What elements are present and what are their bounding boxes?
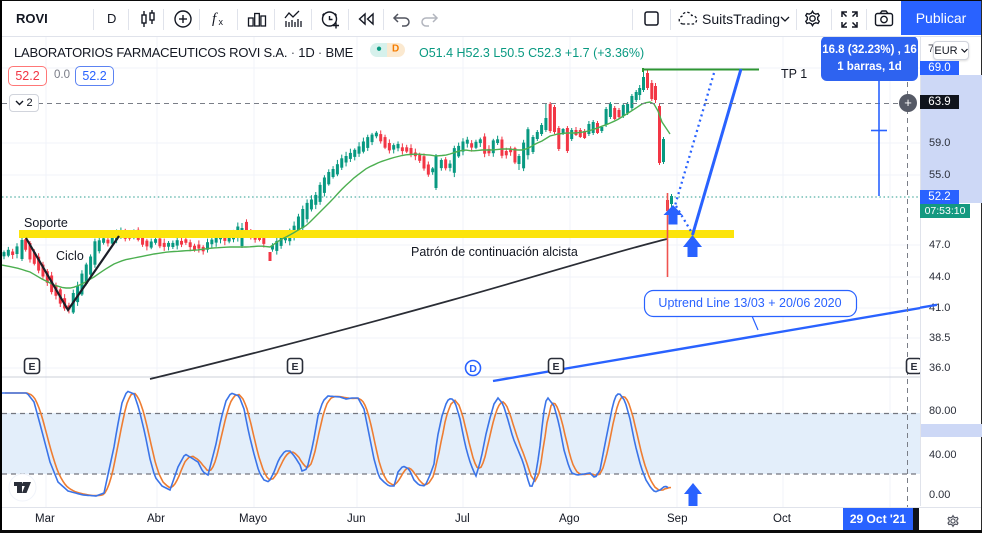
svg-text:D: D xyxy=(469,363,477,375)
svg-text:TP 1: TP 1 xyxy=(781,67,807,81)
svg-text:E: E xyxy=(28,361,35,373)
svg-text:E: E xyxy=(910,361,917,373)
svg-text:Ciclo: Ciclo xyxy=(56,249,84,263)
svg-text:Patrón de continuación alcista: Patrón de continuación alcista xyxy=(411,245,578,259)
svg-text:Uptrend Line 13/03 + 20/06 202: Uptrend Line 13/03 + 20/06 2020 xyxy=(658,296,841,310)
svg-text:f: f xyxy=(212,11,218,27)
svg-text:E: E xyxy=(552,361,559,373)
svg-text:Soporte: Soporte xyxy=(24,216,68,230)
svg-text:x: x xyxy=(219,17,224,27)
svg-text:E: E xyxy=(291,361,298,373)
